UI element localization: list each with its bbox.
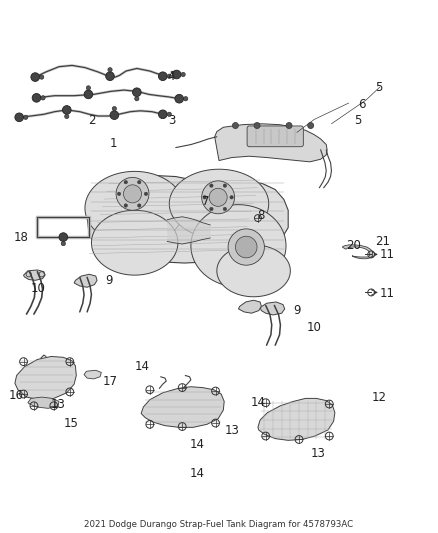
Text: 15: 15 xyxy=(64,417,78,430)
Text: 6: 6 xyxy=(358,98,365,111)
Circle shape xyxy=(202,181,235,214)
Circle shape xyxy=(159,110,167,119)
Circle shape xyxy=(228,229,265,265)
Circle shape xyxy=(124,181,127,184)
Circle shape xyxy=(223,207,226,211)
Polygon shape xyxy=(15,357,76,400)
Polygon shape xyxy=(141,387,224,427)
Polygon shape xyxy=(85,172,184,245)
Circle shape xyxy=(184,96,188,101)
Circle shape xyxy=(41,96,45,100)
Text: 12: 12 xyxy=(371,391,386,403)
Circle shape xyxy=(63,106,71,114)
Text: 2: 2 xyxy=(88,114,95,127)
Polygon shape xyxy=(258,398,335,440)
Text: 10: 10 xyxy=(307,320,321,334)
Text: 21: 21 xyxy=(375,235,390,248)
Text: 17: 17 xyxy=(102,375,117,387)
Polygon shape xyxy=(238,300,261,313)
Polygon shape xyxy=(24,270,45,280)
Text: 20: 20 xyxy=(346,239,361,252)
Text: 8: 8 xyxy=(258,209,265,222)
Circle shape xyxy=(24,115,28,119)
Circle shape xyxy=(159,72,167,80)
Polygon shape xyxy=(217,245,290,297)
Text: 3: 3 xyxy=(168,114,175,127)
Circle shape xyxy=(84,90,93,99)
Text: 4: 4 xyxy=(168,70,175,83)
Circle shape xyxy=(116,177,149,211)
Text: 11: 11 xyxy=(380,287,395,300)
Circle shape xyxy=(203,196,206,199)
Polygon shape xyxy=(92,211,178,275)
Circle shape xyxy=(233,123,238,128)
Polygon shape xyxy=(84,370,101,379)
Circle shape xyxy=(106,72,114,80)
Text: 14: 14 xyxy=(190,467,205,480)
Polygon shape xyxy=(74,274,97,287)
Text: 9: 9 xyxy=(293,304,300,317)
Text: 18: 18 xyxy=(14,231,28,244)
Text: 9: 9 xyxy=(105,274,113,287)
Text: 7: 7 xyxy=(202,195,210,208)
Circle shape xyxy=(86,86,91,90)
Text: 16: 16 xyxy=(9,389,24,402)
Text: 13: 13 xyxy=(225,424,240,438)
Circle shape xyxy=(117,192,121,196)
Text: 10: 10 xyxy=(31,281,46,295)
Circle shape xyxy=(124,185,141,203)
Circle shape xyxy=(124,204,127,207)
Text: 13: 13 xyxy=(311,447,326,460)
Text: 5: 5 xyxy=(354,114,361,127)
Text: 5: 5 xyxy=(375,80,383,93)
Circle shape xyxy=(210,184,213,188)
Circle shape xyxy=(307,123,314,128)
Circle shape xyxy=(223,184,226,188)
Circle shape xyxy=(31,73,39,82)
Circle shape xyxy=(167,74,171,78)
Circle shape xyxy=(230,196,233,199)
Circle shape xyxy=(133,88,141,96)
Text: 14: 14 xyxy=(251,396,265,409)
Circle shape xyxy=(181,72,185,77)
Circle shape xyxy=(167,112,171,116)
Text: 14: 14 xyxy=(190,438,205,451)
Circle shape xyxy=(15,113,24,122)
Circle shape xyxy=(39,75,44,79)
Circle shape xyxy=(32,93,41,102)
Text: 2021 Dodge Durango Strap-Fuel Tank Diagram for 4578793AC: 2021 Dodge Durango Strap-Fuel Tank Diagr… xyxy=(85,520,353,529)
Polygon shape xyxy=(87,176,288,263)
Circle shape xyxy=(254,123,260,128)
Text: 13: 13 xyxy=(51,398,66,410)
Circle shape xyxy=(134,96,139,101)
Polygon shape xyxy=(170,169,269,238)
Circle shape xyxy=(175,94,184,103)
Circle shape xyxy=(138,204,141,207)
Text: 11: 11 xyxy=(380,248,395,261)
Circle shape xyxy=(210,207,213,211)
Circle shape xyxy=(59,233,67,241)
Text: 14: 14 xyxy=(134,360,149,373)
Circle shape xyxy=(172,70,181,79)
Polygon shape xyxy=(342,245,372,259)
FancyBboxPatch shape xyxy=(247,126,304,147)
Polygon shape xyxy=(260,302,285,315)
Circle shape xyxy=(110,111,119,119)
Polygon shape xyxy=(28,397,59,408)
Circle shape xyxy=(286,123,292,128)
Circle shape xyxy=(108,68,112,72)
Circle shape xyxy=(138,181,141,184)
Circle shape xyxy=(236,236,257,258)
Polygon shape xyxy=(215,124,327,162)
Circle shape xyxy=(209,188,227,206)
Circle shape xyxy=(144,192,148,196)
Circle shape xyxy=(65,114,69,119)
Polygon shape xyxy=(191,205,286,287)
Circle shape xyxy=(61,241,66,246)
Text: 1: 1 xyxy=(110,137,117,150)
Circle shape xyxy=(112,107,117,111)
